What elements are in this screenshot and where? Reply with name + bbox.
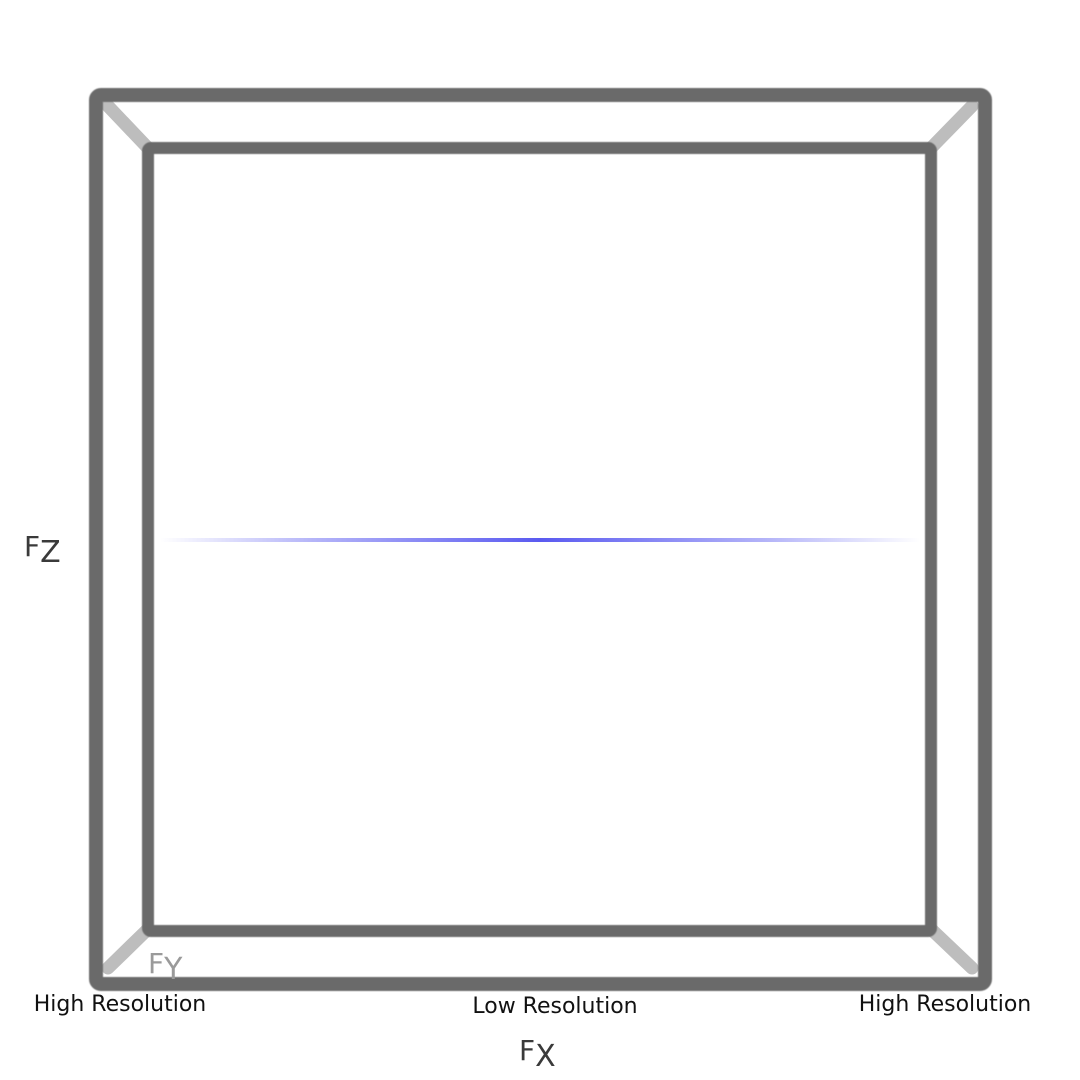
axis-label-fz-main: F [24, 530, 40, 563]
axis-label-fy-main: F [148, 947, 164, 980]
depth-edge-top-left [101, 99, 154, 154]
resolution-label-left: High Resolution [34, 992, 207, 1017]
depth-edge-top-right [925, 99, 979, 154]
axis-label-fz-sub: Z [40, 535, 61, 570]
axis-label-fy-sub: Y [163, 952, 183, 987]
axis-label-fy: FY [148, 947, 183, 987]
cube-depth-edges [101, 99, 979, 975]
axis-label-fx: FX [519, 1034, 556, 1074]
axis-label-fx-main: F [519, 1034, 535, 1067]
resolution-label-right: High Resolution [859, 992, 1032, 1017]
central-streak [160, 538, 920, 542]
cube-front-face [89, 88, 992, 991]
axis-label-fz: FZ [24, 530, 61, 570]
resolution-label-center: Low Resolution [472, 994, 637, 1019]
depth-edge-bottom-left [101, 923, 154, 975]
axis-label-fx-sub: X [535, 1039, 556, 1074]
cube-back-face [142, 142, 937, 937]
depth-edge-bottom-right [925, 923, 979, 975]
